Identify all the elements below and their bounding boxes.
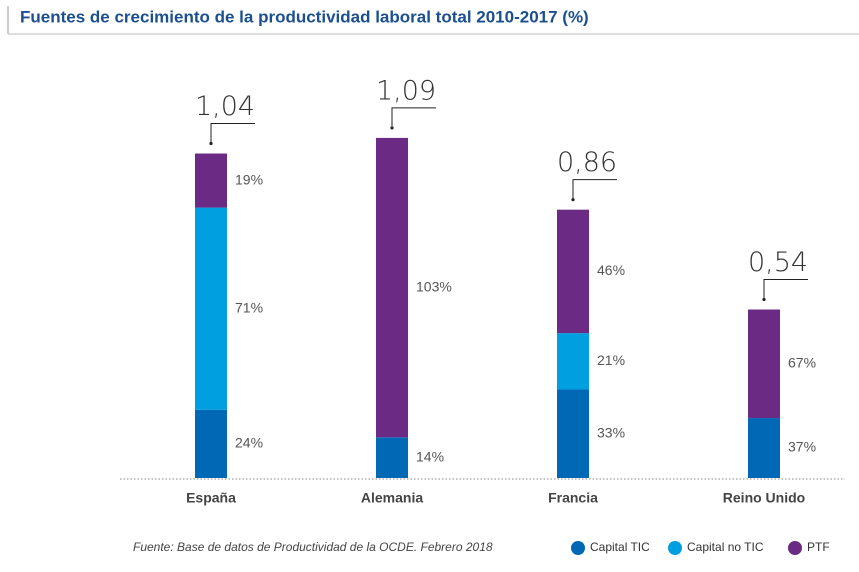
segment-label: 71% [235,299,263,315]
legend-label: Capital no TIC [687,540,764,554]
total-label: 0,54 [748,247,808,278]
segment-label: 33% [597,424,625,440]
total-connector [763,279,808,300]
legend-swatch [571,541,585,555]
segment-label: 19% [235,171,263,187]
segment-label: 103% [416,278,452,294]
bar-segment [376,437,408,478]
segment-label: 67% [788,354,816,370]
segment-label: 46% [597,262,625,278]
segment-label: 21% [597,352,625,368]
bar-segment [748,418,780,478]
source: Fuente: Base de datos de Productividad d… [133,540,493,554]
total-connector [391,107,436,128]
bar-segment [748,309,780,419]
total-label: 1,09 [376,75,436,106]
bar-segment [557,209,589,334]
legend-label: Capital TIC [590,540,650,554]
x-tick-label: Reino Unido [723,490,805,506]
legend-swatch [668,541,682,555]
bar-segment [195,207,227,410]
bar-segment [376,137,408,438]
total-connector [572,179,617,200]
segment-label: 24% [235,435,263,451]
x-tick-label: Francia [548,490,598,506]
total-connector [210,123,255,144]
segment-label: 14% [416,448,444,464]
segment-label: 37% [788,439,816,455]
bar-segment [195,153,227,208]
bar-segment [557,333,589,390]
bar-segment [195,409,227,478]
legend-swatch [788,541,802,555]
legend-label: PTF [807,540,830,554]
bar-segment [557,389,589,478]
x-tick-label: Alemania [361,490,423,506]
total-label: 0,86 [557,147,617,178]
total-label: 1,04 [195,91,255,122]
chart-title: Fuentes de crecimiento de la productivid… [20,7,589,26]
x-tick-label: España [186,490,236,506]
